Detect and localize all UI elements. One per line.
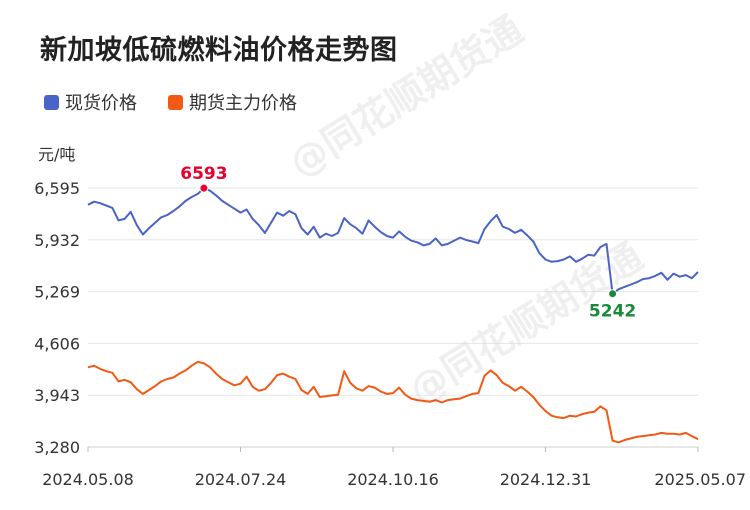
annotation-point	[608, 289, 618, 299]
legend-swatch-futures	[168, 94, 183, 110]
annotation-label: 5242	[589, 302, 636, 322]
legend-swatch-spot	[44, 94, 59, 110]
y-tick-label: 4,606	[34, 334, 80, 353]
y-tick-label: 3,280	[34, 438, 80, 457]
annotation-label: 6593	[180, 164, 227, 184]
x-tick-label: 2024.07.24	[195, 470, 287, 489]
x-axis-ticks: 2024.05.08 2024.07.24 2024.10.16 2024.12.31…	[42, 446, 746, 489]
series-lines	[87, 187, 699, 444]
watermark: @同花顺期货通 @同花顺期货通	[281, 7, 650, 412]
y-axis-ticks: 6,595 5,932 5,269 4,606 3,943 3,280	[34, 179, 80, 457]
series-line-spot	[87, 187, 699, 295]
x-tick-label: 2025.05.07	[654, 470, 746, 489]
legend-label-spot: 现货价格	[65, 93, 137, 114]
watermark-text: @同花顺期货通	[281, 7, 530, 185]
y-tick-label: 6,595	[34, 179, 80, 198]
legend-item-spot[interactable]: 现货价格	[44, 89, 137, 115]
chart-title: 新加坡低硫燃料油价格走势图	[40, 35, 398, 66]
x-tick-label: 2024.05.08	[42, 470, 134, 489]
x-tick-label: 2024.10.16	[347, 470, 439, 489]
legend-label-futures: 期货主力价格	[189, 93, 297, 114]
legend-item-futures[interactable]: 期货主力价格	[168, 89, 297, 115]
series-line-futures	[87, 360, 699, 444]
annotations: 6593 5242	[180, 164, 636, 322]
y-tick-label: 5,269	[34, 283, 80, 302]
y-tick-label: 3,943	[34, 386, 80, 405]
annotation-point	[199, 183, 209, 193]
x-tick-label: 2024.12.31	[500, 470, 592, 489]
watermark-text: @同花顺期货通	[401, 234, 650, 412]
y-axis-unit-label: 元/吨	[38, 145, 75, 164]
y-tick-label: 5,932	[34, 231, 80, 250]
